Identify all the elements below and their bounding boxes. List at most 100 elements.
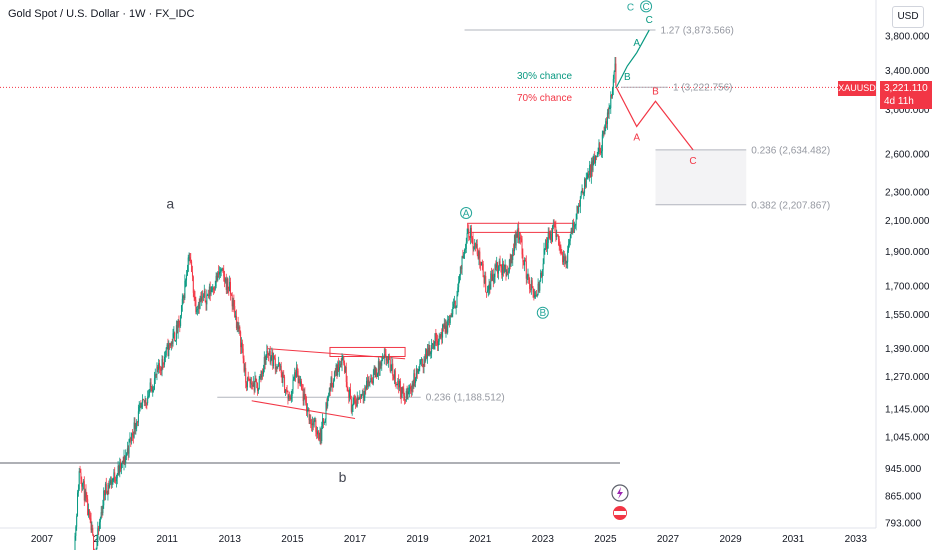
candle-body-522 [513,235,515,252]
candle-body-323 [345,367,347,382]
candle-body-613 [590,161,592,177]
candle-body-404 [414,373,416,384]
candle-body-204 [245,367,247,383]
candle-body-399 [409,386,411,390]
scenario-label-bull: 30% chance [517,71,572,82]
candle-body-456 [458,281,460,288]
candle-body-498 [493,277,495,282]
candle-body-421 [428,347,430,356]
candle-body-43 [109,483,111,488]
candle-body-36 [103,490,105,506]
candle-body-173 [219,272,221,275]
candle-body-526 [517,227,519,238]
candle-body-614 [591,161,593,171]
candle-body-53 [117,466,119,475]
candle-body-142 [192,276,194,293]
candle-body-374 [388,355,390,360]
candle-body-286 [314,420,316,422]
candle-body-118 [172,333,174,345]
candle-body-244 [279,362,281,367]
scenario-0-wave-2: A [633,38,640,49]
candle-body-543 [531,280,533,287]
currency-selector[interactable]: USD [892,6,924,28]
candle-body-401 [411,383,413,392]
candle-body-353 [371,378,373,381]
candle-body-406 [415,368,417,379]
candle-body-203 [244,367,246,371]
candle-body-637 [611,94,613,97]
candle-body-487 [484,275,486,283]
candle-body-306 [331,377,333,384]
candle-body-587 [568,241,570,244]
candle-body-90 [148,391,150,396]
candle-body-504 [498,261,500,270]
candle-body-438 [442,324,444,328]
candle-body-523 [514,235,516,246]
candle-body-246 [280,365,282,374]
candle-body-172 [218,271,220,275]
candle-body-281 [310,419,312,424]
candle-body-313 [337,362,339,376]
candle-body-106 [162,359,164,364]
candle-body-237 [273,356,275,366]
candle-body-595 [575,219,577,226]
candle-body-170 [216,275,218,281]
candle-body-553 [540,272,542,282]
candle-body-362 [378,361,380,370]
lightning-glyph-icon [617,487,623,499]
candle-body-128 [180,305,182,316]
candle-body-277 [306,409,308,412]
candle-body-180 [224,278,226,282]
candle-body-531 [521,238,523,255]
candle-body-161 [208,286,210,297]
candle-body-56 [120,462,122,469]
candle-body-5 [77,492,79,517]
candle-body-18 [88,509,90,516]
candle-body-405 [415,378,417,384]
candle-body-576 [559,244,561,247]
candle-body-495 [491,273,493,281]
candle-body-264 [295,367,297,378]
candle-body-485 [482,263,484,278]
candle-body-134 [186,275,188,281]
candle-body-78 [138,406,140,412]
candle-body-69 [131,433,133,441]
candle-body-345 [364,387,366,397]
candle-body-352 [370,378,372,382]
candle-body-184 [228,288,230,292]
candle-body-559 [545,240,547,249]
candle-body-591 [572,222,574,233]
candle-body-318 [341,357,343,365]
candle-body-263 [295,372,297,378]
wave-circle-3 [536,306,549,319]
resistance-box-2021 [467,222,575,233]
candle-body-280 [309,419,311,421]
candle-body-243 [278,362,280,367]
candle-body-130 [182,296,184,299]
candle-body-580 [562,255,564,263]
candle-body-606 [584,179,586,187]
candle-body-46 [111,480,113,485]
candle-body-31 [98,522,100,530]
candle-body-185 [229,281,231,292]
scenario-path-0 [615,29,650,88]
candle-body-494 [490,273,492,290]
candle-body-519 [511,254,513,260]
candle-body-96 [153,378,155,390]
candle-body-144 [194,296,196,300]
candle-body-192 [235,315,237,318]
candle-body-213 [252,382,254,387]
candle-body-620 [596,155,598,157]
candle-body-241 [276,367,278,368]
candle-body-228 [265,355,267,365]
candle-body-602 [581,189,583,193]
candle-body-290 [317,431,319,438]
candle-body-126 [179,322,181,326]
y-tick-label-9: 1,390.000 [885,344,930,355]
candle-body-586 [568,243,570,251]
candle-body-256 [289,396,291,397]
candle-body-94 [152,389,154,393]
candle-body-11 [82,483,84,487]
candle-body-370 [385,354,387,361]
